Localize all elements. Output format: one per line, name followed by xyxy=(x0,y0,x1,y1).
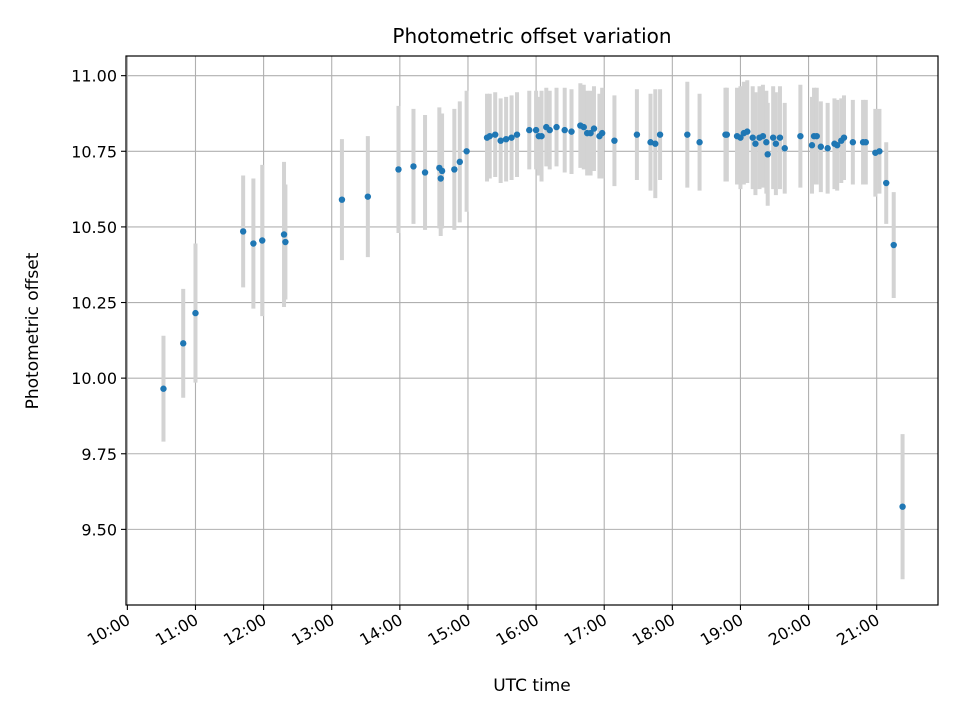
data-point xyxy=(899,503,906,510)
y-axis-ticks: 9.50 9.75 10.00 10.25 10.50 10.75 11.00 xyxy=(71,67,126,539)
data-point xyxy=(497,137,504,144)
data-point xyxy=(451,166,458,173)
y-tick-label: 11.00 xyxy=(71,67,117,86)
data-point xyxy=(769,134,777,141)
y-tick-label: 10.75 xyxy=(71,142,117,161)
data-point xyxy=(561,126,568,134)
data-point xyxy=(364,193,372,200)
data-point xyxy=(723,131,731,138)
x-axis-label: UTC time xyxy=(493,676,571,696)
data-point xyxy=(862,139,869,146)
data-point xyxy=(259,237,266,244)
data-point xyxy=(776,134,784,141)
data-point xyxy=(338,196,346,203)
data-point xyxy=(840,134,848,141)
data-point xyxy=(737,134,744,141)
data-point xyxy=(633,131,641,138)
data-point xyxy=(160,385,167,392)
data-point xyxy=(250,240,257,247)
data-point xyxy=(883,179,890,187)
data-point xyxy=(553,123,560,131)
data-point xyxy=(817,143,825,150)
data-point xyxy=(486,132,493,140)
data-point xyxy=(192,309,199,317)
data-point xyxy=(611,137,618,144)
data-point xyxy=(890,241,897,249)
data-point xyxy=(463,148,470,155)
data-point xyxy=(508,134,515,141)
data-point xyxy=(652,140,659,147)
data-point xyxy=(456,158,463,166)
grid-lines xyxy=(126,56,938,605)
data-point xyxy=(833,142,841,149)
data-point xyxy=(656,131,664,138)
data-point xyxy=(532,126,540,134)
data-point xyxy=(876,148,883,155)
data-point xyxy=(759,132,767,140)
data-point xyxy=(568,128,575,135)
plot-frame xyxy=(125,55,939,606)
data-point xyxy=(580,123,587,131)
data-point xyxy=(421,169,429,176)
data-point xyxy=(781,145,788,152)
y-tick-label: 9.75 xyxy=(81,445,117,464)
data-point xyxy=(752,140,759,147)
data-point xyxy=(808,142,816,149)
data-point xyxy=(538,132,545,140)
y-tick-label: 9.50 xyxy=(81,520,117,539)
data-point xyxy=(824,145,831,152)
data-points xyxy=(160,122,906,510)
data-point xyxy=(684,131,691,138)
data-point xyxy=(590,125,598,132)
data-point xyxy=(764,151,771,158)
chart-title: Photometric offset variation xyxy=(392,24,671,48)
data-point xyxy=(763,139,770,146)
data-point xyxy=(438,167,446,175)
y-tick-label: 10.00 xyxy=(71,369,117,388)
data-point xyxy=(744,128,751,135)
y-tick-label: 10.25 xyxy=(71,294,117,313)
y-tick-label: 10.50 xyxy=(71,218,117,237)
data-point xyxy=(280,231,288,238)
data-point xyxy=(849,139,857,146)
data-point xyxy=(410,163,417,170)
data-point xyxy=(772,140,780,147)
data-point xyxy=(180,340,187,347)
data-point xyxy=(587,129,594,137)
data-point xyxy=(513,131,521,138)
data-point xyxy=(282,238,289,246)
y-axis-label: Photometric offset xyxy=(23,252,43,409)
data-point xyxy=(749,134,756,141)
data-point xyxy=(502,135,510,143)
data-point xyxy=(797,132,804,140)
data-point xyxy=(437,175,444,182)
data-point xyxy=(492,131,499,138)
data-point xyxy=(239,228,247,235)
data-point xyxy=(546,126,553,134)
data-point xyxy=(526,126,533,134)
data-point xyxy=(813,132,820,140)
data-point xyxy=(696,139,703,146)
data-point xyxy=(395,166,402,173)
data-point xyxy=(598,129,606,137)
